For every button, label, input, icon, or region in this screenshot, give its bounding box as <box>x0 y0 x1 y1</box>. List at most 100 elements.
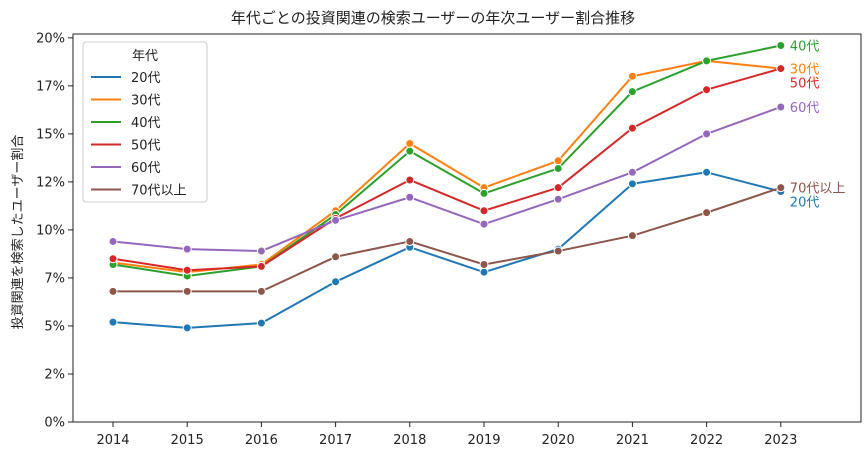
x-tick-label: 2019 <box>467 433 500 448</box>
series-4 <box>108 102 786 256</box>
y-tick-label: 10% <box>36 223 65 238</box>
data-point <box>331 252 341 262</box>
data-point <box>108 317 118 327</box>
data-point <box>776 64 786 74</box>
data-point <box>405 236 415 246</box>
data-point <box>553 183 563 193</box>
legend-item: 60代 <box>91 161 161 176</box>
y-tick-label: 0% <box>44 416 65 431</box>
data-point <box>479 259 489 269</box>
x-tick-label: 2021 <box>616 433 649 448</box>
legend-item: 40代 <box>91 116 161 131</box>
x-axis-ticks: 2014 2015 2016 2017 2018 2019 2020 2021 2022 2023 <box>96 422 797 448</box>
data-point <box>553 156 563 166</box>
data-point <box>256 286 266 296</box>
chart-title: 年代ごとの投資関連の検索ユーザーの年次ユーザー割合推移 <box>231 9 635 27</box>
data-point <box>182 265 192 275</box>
data-point <box>553 163 563 173</box>
y-tick-label: 20% <box>36 31 65 46</box>
legend-box <box>82 41 208 203</box>
end-label: 30代 <box>790 63 820 78</box>
y-axis-ticks: 0% 2% 5% 7% 10% 12% 15% 17% 20% <box>36 31 73 431</box>
legend: 年代 20代 30代 40代 50代 60代 70代以上 <box>82 41 208 203</box>
series-2 <box>108 41 786 281</box>
end-label: 50代 <box>790 77 820 92</box>
data-point <box>108 236 118 246</box>
y-tick-label: 15% <box>36 127 65 142</box>
legend-item: 30代 <box>91 94 161 109</box>
data-point <box>331 277 341 287</box>
series-line <box>112 171 782 329</box>
data-point <box>256 261 266 271</box>
data-point <box>702 85 712 95</box>
data-point <box>479 188 489 198</box>
data-point <box>627 71 637 81</box>
plot-area <box>72 33 862 423</box>
series-3 <box>108 64 786 275</box>
x-tick-label: 2016 <box>245 433 278 448</box>
data-point <box>479 219 489 229</box>
series-line <box>112 59 781 274</box>
series-line <box>113 186 782 293</box>
data-point <box>182 244 192 254</box>
series-line <box>112 106 782 253</box>
y-tick-label: 2% <box>44 367 65 382</box>
end-label: 40代 <box>790 40 820 55</box>
data-point <box>405 146 415 156</box>
data-point <box>627 167 637 177</box>
data-point <box>405 192 415 202</box>
data-point <box>553 246 563 256</box>
x-tick-label: 2022 <box>690 433 723 448</box>
legend-item: 20代 <box>91 71 161 86</box>
x-tick-label: 2014 <box>96 433 129 448</box>
data-point <box>108 254 118 264</box>
data-point <box>702 167 712 177</box>
data-point <box>182 323 192 333</box>
data-point <box>405 138 415 148</box>
data-point <box>776 183 786 193</box>
legend-label: 60代 <box>131 161 161 176</box>
data-point <box>776 102 786 112</box>
y-tick-label: 17% <box>36 79 65 94</box>
data-point <box>702 208 712 218</box>
legend-label: 20代 <box>131 71 161 86</box>
x-tick-label: 2015 <box>171 433 204 448</box>
legend-label: 70代以上 <box>131 184 187 199</box>
end-label: 70代以上 <box>790 182 846 197</box>
data-point <box>627 179 637 189</box>
data-point <box>776 41 786 51</box>
series-5 <box>108 183 786 296</box>
data-point <box>553 194 563 204</box>
legend-label: 50代 <box>131 139 161 154</box>
data-point <box>256 246 266 256</box>
y-axis-label: 投資関連を検索したユーザー割合 <box>10 135 26 330</box>
end-label: 60代 <box>790 101 820 116</box>
legend-title: 年代 <box>132 49 158 64</box>
legend-item: 50代 <box>91 139 161 154</box>
data-point <box>405 175 415 185</box>
y-tick-label: 12% <box>36 175 65 190</box>
x-tick-label: 2023 <box>764 433 797 448</box>
y-tick-label: 5% <box>44 319 65 334</box>
data-point <box>702 56 712 66</box>
data-point <box>627 231 637 241</box>
data-point <box>331 215 341 225</box>
legend-label: 30代 <box>131 94 161 109</box>
data-point <box>182 286 192 296</box>
data-point <box>627 123 637 133</box>
series-line <box>112 67 782 272</box>
legend-items: 20代 30代 40代 50代 60代 70代以上 <box>91 71 187 199</box>
series-1 <box>108 56 786 277</box>
data-point <box>256 318 266 328</box>
data-point <box>479 267 489 277</box>
x-tick-label: 2020 <box>542 433 575 448</box>
series-layer <box>108 41 786 333</box>
x-tick-label: 2018 <box>393 433 426 448</box>
y-tick-label: 7% <box>44 271 65 286</box>
legend-item: 70代以上 <box>91 184 187 199</box>
end-label: 20代 <box>790 196 820 211</box>
series-line <box>112 44 782 278</box>
data-point <box>108 286 118 296</box>
